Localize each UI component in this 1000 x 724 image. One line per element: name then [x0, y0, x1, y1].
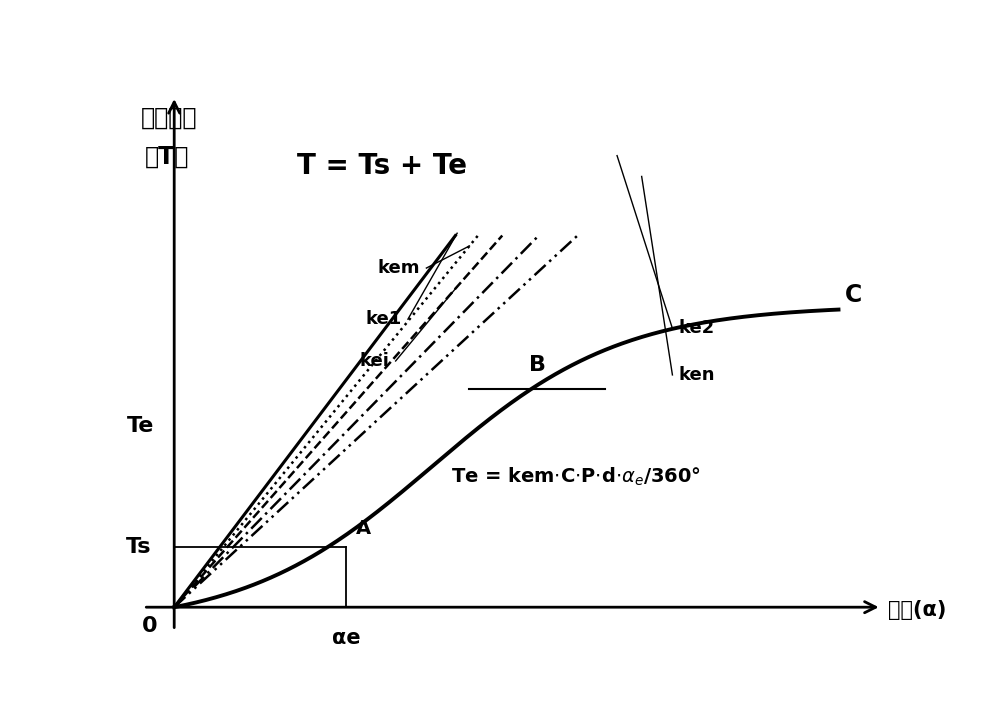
Text: ke1: ke1	[366, 310, 402, 328]
Text: kem: kem	[378, 259, 420, 277]
Text: B: B	[529, 355, 546, 375]
Text: C: C	[845, 283, 862, 307]
Text: （T）: （T）	[145, 145, 189, 169]
Text: A: A	[356, 518, 371, 537]
Text: Te: Te	[127, 416, 154, 436]
Text: kei: kei	[360, 352, 389, 370]
Text: 动态扭矩: 动态扭矩	[140, 106, 197, 130]
Text: T = Ts + Te: T = Ts + Te	[297, 152, 467, 180]
Text: 转角(α): 转角(α)	[888, 599, 946, 620]
Text: αe: αe	[332, 628, 361, 648]
Text: Ts: Ts	[126, 536, 151, 557]
Text: ke2: ke2	[679, 319, 715, 337]
Text: 0: 0	[142, 616, 157, 636]
Text: ken: ken	[679, 366, 715, 384]
Text: Te = kem$\cdot$C$\cdot$P$\cdot$d$\cdot\alpha_e$/360°: Te = kem$\cdot$C$\cdot$P$\cdot$d$\cdot\a…	[451, 466, 701, 488]
